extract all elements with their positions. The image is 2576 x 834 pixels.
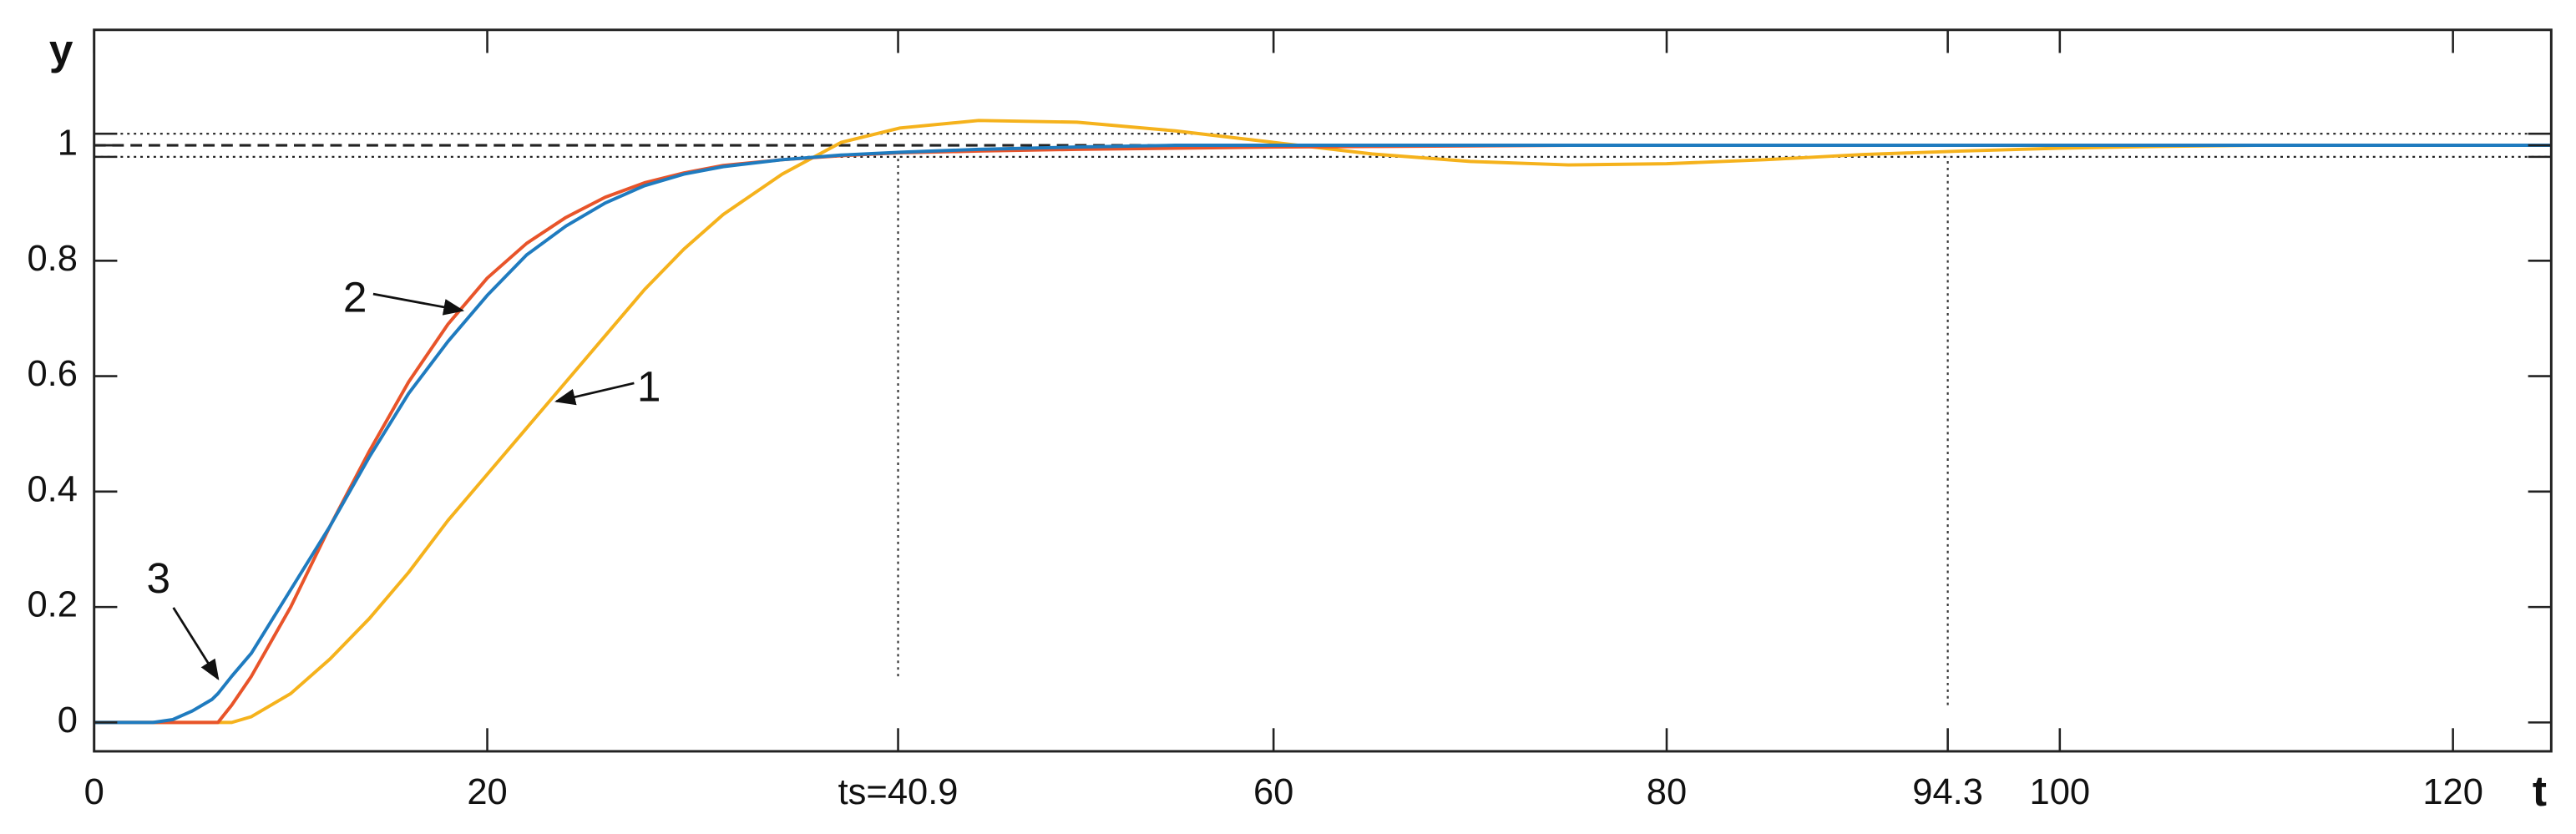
y-tick-label: 0.6 — [27, 354, 77, 394]
y-tick-label: 0.2 — [27, 585, 77, 625]
x-tick-label: 20 — [467, 772, 507, 812]
curve-label: 1 — [637, 361, 661, 410]
series-line — [94, 119, 2552, 725]
x-tick-label: 80 — [1647, 772, 1687, 812]
y-axis-label: y — [49, 25, 73, 73]
x-tick-label: 120 — [2422, 772, 2483, 812]
x-axis-label: t — [2533, 766, 2547, 815]
y-tick-label: 0 — [58, 700, 78, 740]
arrow — [172, 607, 220, 681]
arrow — [554, 382, 635, 406]
x-tick-label: 100 — [2030, 772, 2091, 812]
y-tick-label: 1 — [58, 124, 78, 164]
x-tick-label: ts=40.9 — [838, 772, 959, 812]
arrow — [372, 292, 465, 316]
x-tick-label: 0 — [84, 772, 104, 812]
series-line — [94, 144, 2552, 725]
curve-label: 2 — [343, 273, 367, 321]
curve-label: 3 — [147, 553, 171, 602]
y-tick-label: 0.8 — [27, 239, 77, 279]
series-line — [94, 144, 2552, 725]
x-tick-label: 60 — [1253, 772, 1293, 812]
plot-frame — [93, 28, 2553, 753]
y-tick-label: 0.4 — [27, 469, 77, 509]
x-tick-label: 94.3 — [1912, 772, 1983, 812]
